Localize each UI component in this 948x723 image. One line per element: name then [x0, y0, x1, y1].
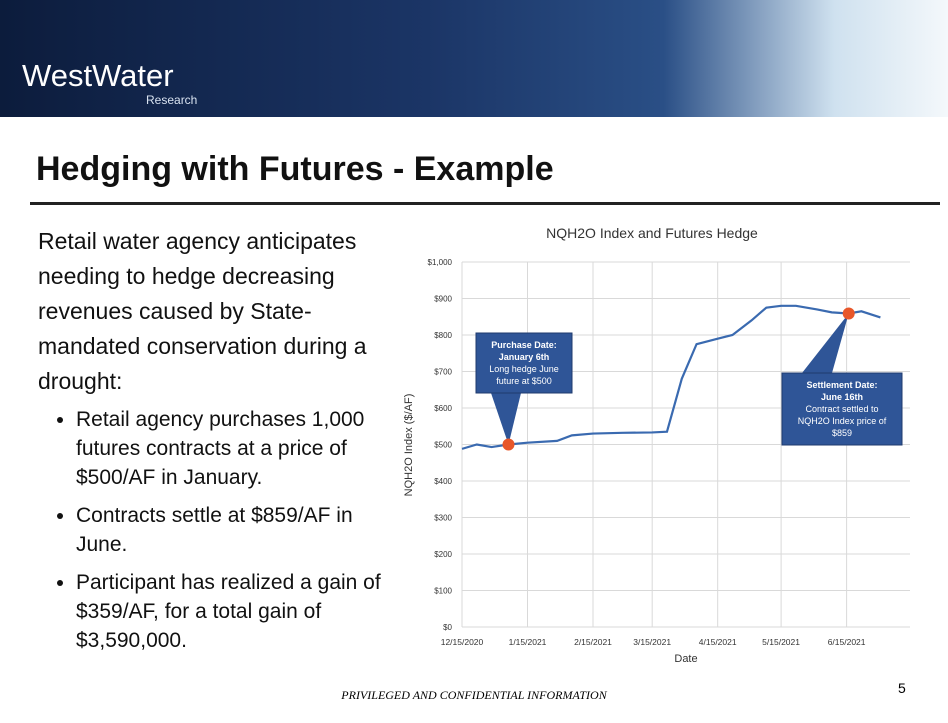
callout-pointer	[491, 393, 521, 445]
y-tick-label: $400	[434, 477, 452, 486]
callout-text: Settlement Date:	[806, 380, 877, 390]
slide: WestWater Research Hedging with Futures …	[0, 0, 948, 723]
x-tick-label: 1/15/2021	[509, 637, 547, 647]
x-tick-label: 5/15/2021	[762, 637, 800, 647]
chart: NQH2O Index and Futures Hedge Date NQH2O…	[0, 0, 948, 723]
y-tick-label: $500	[434, 441, 452, 450]
y-tick-label: $600	[434, 404, 452, 413]
x-tick-label: 6/15/2021	[828, 637, 866, 647]
x-tick-label: 3/15/2021	[633, 637, 671, 647]
callout-text: $859	[832, 428, 852, 438]
x-tick-label: 2/15/2021	[574, 637, 612, 647]
callout-pointer	[802, 313, 849, 373]
y-tick-label: $900	[434, 295, 452, 304]
x-axis-label: Date	[674, 653, 697, 665]
y-tick-label: $1,000	[428, 258, 453, 267]
y-axis-label: NQH2O Index ($/AF)	[403, 394, 415, 497]
y-tick-label: $0	[443, 623, 452, 632]
x-tick-label: 12/15/2020	[441, 637, 484, 647]
callout-text: future at $500	[496, 376, 552, 386]
callout-text: June 16th	[821, 392, 863, 402]
y-tick-label: $100	[434, 587, 452, 596]
callout-text: January 6th	[499, 352, 550, 362]
marker	[843, 307, 855, 319]
y-tick-label: $800	[434, 331, 452, 340]
callout-text: Long hedge June	[489, 364, 559, 374]
callout-text: Purchase Date:	[491, 340, 557, 350]
callout-text: NQH2O Index price of	[798, 416, 887, 426]
y-tick-label: $200	[434, 550, 452, 559]
y-tick-label: $700	[434, 368, 452, 377]
x-tick-label: 4/15/2021	[699, 637, 737, 647]
y-tick-label: $300	[434, 514, 452, 523]
chart-title: NQH2O Index and Futures Hedge	[546, 225, 758, 241]
callout-text: Contract settled to	[805, 404, 878, 414]
marker	[502, 439, 514, 451]
